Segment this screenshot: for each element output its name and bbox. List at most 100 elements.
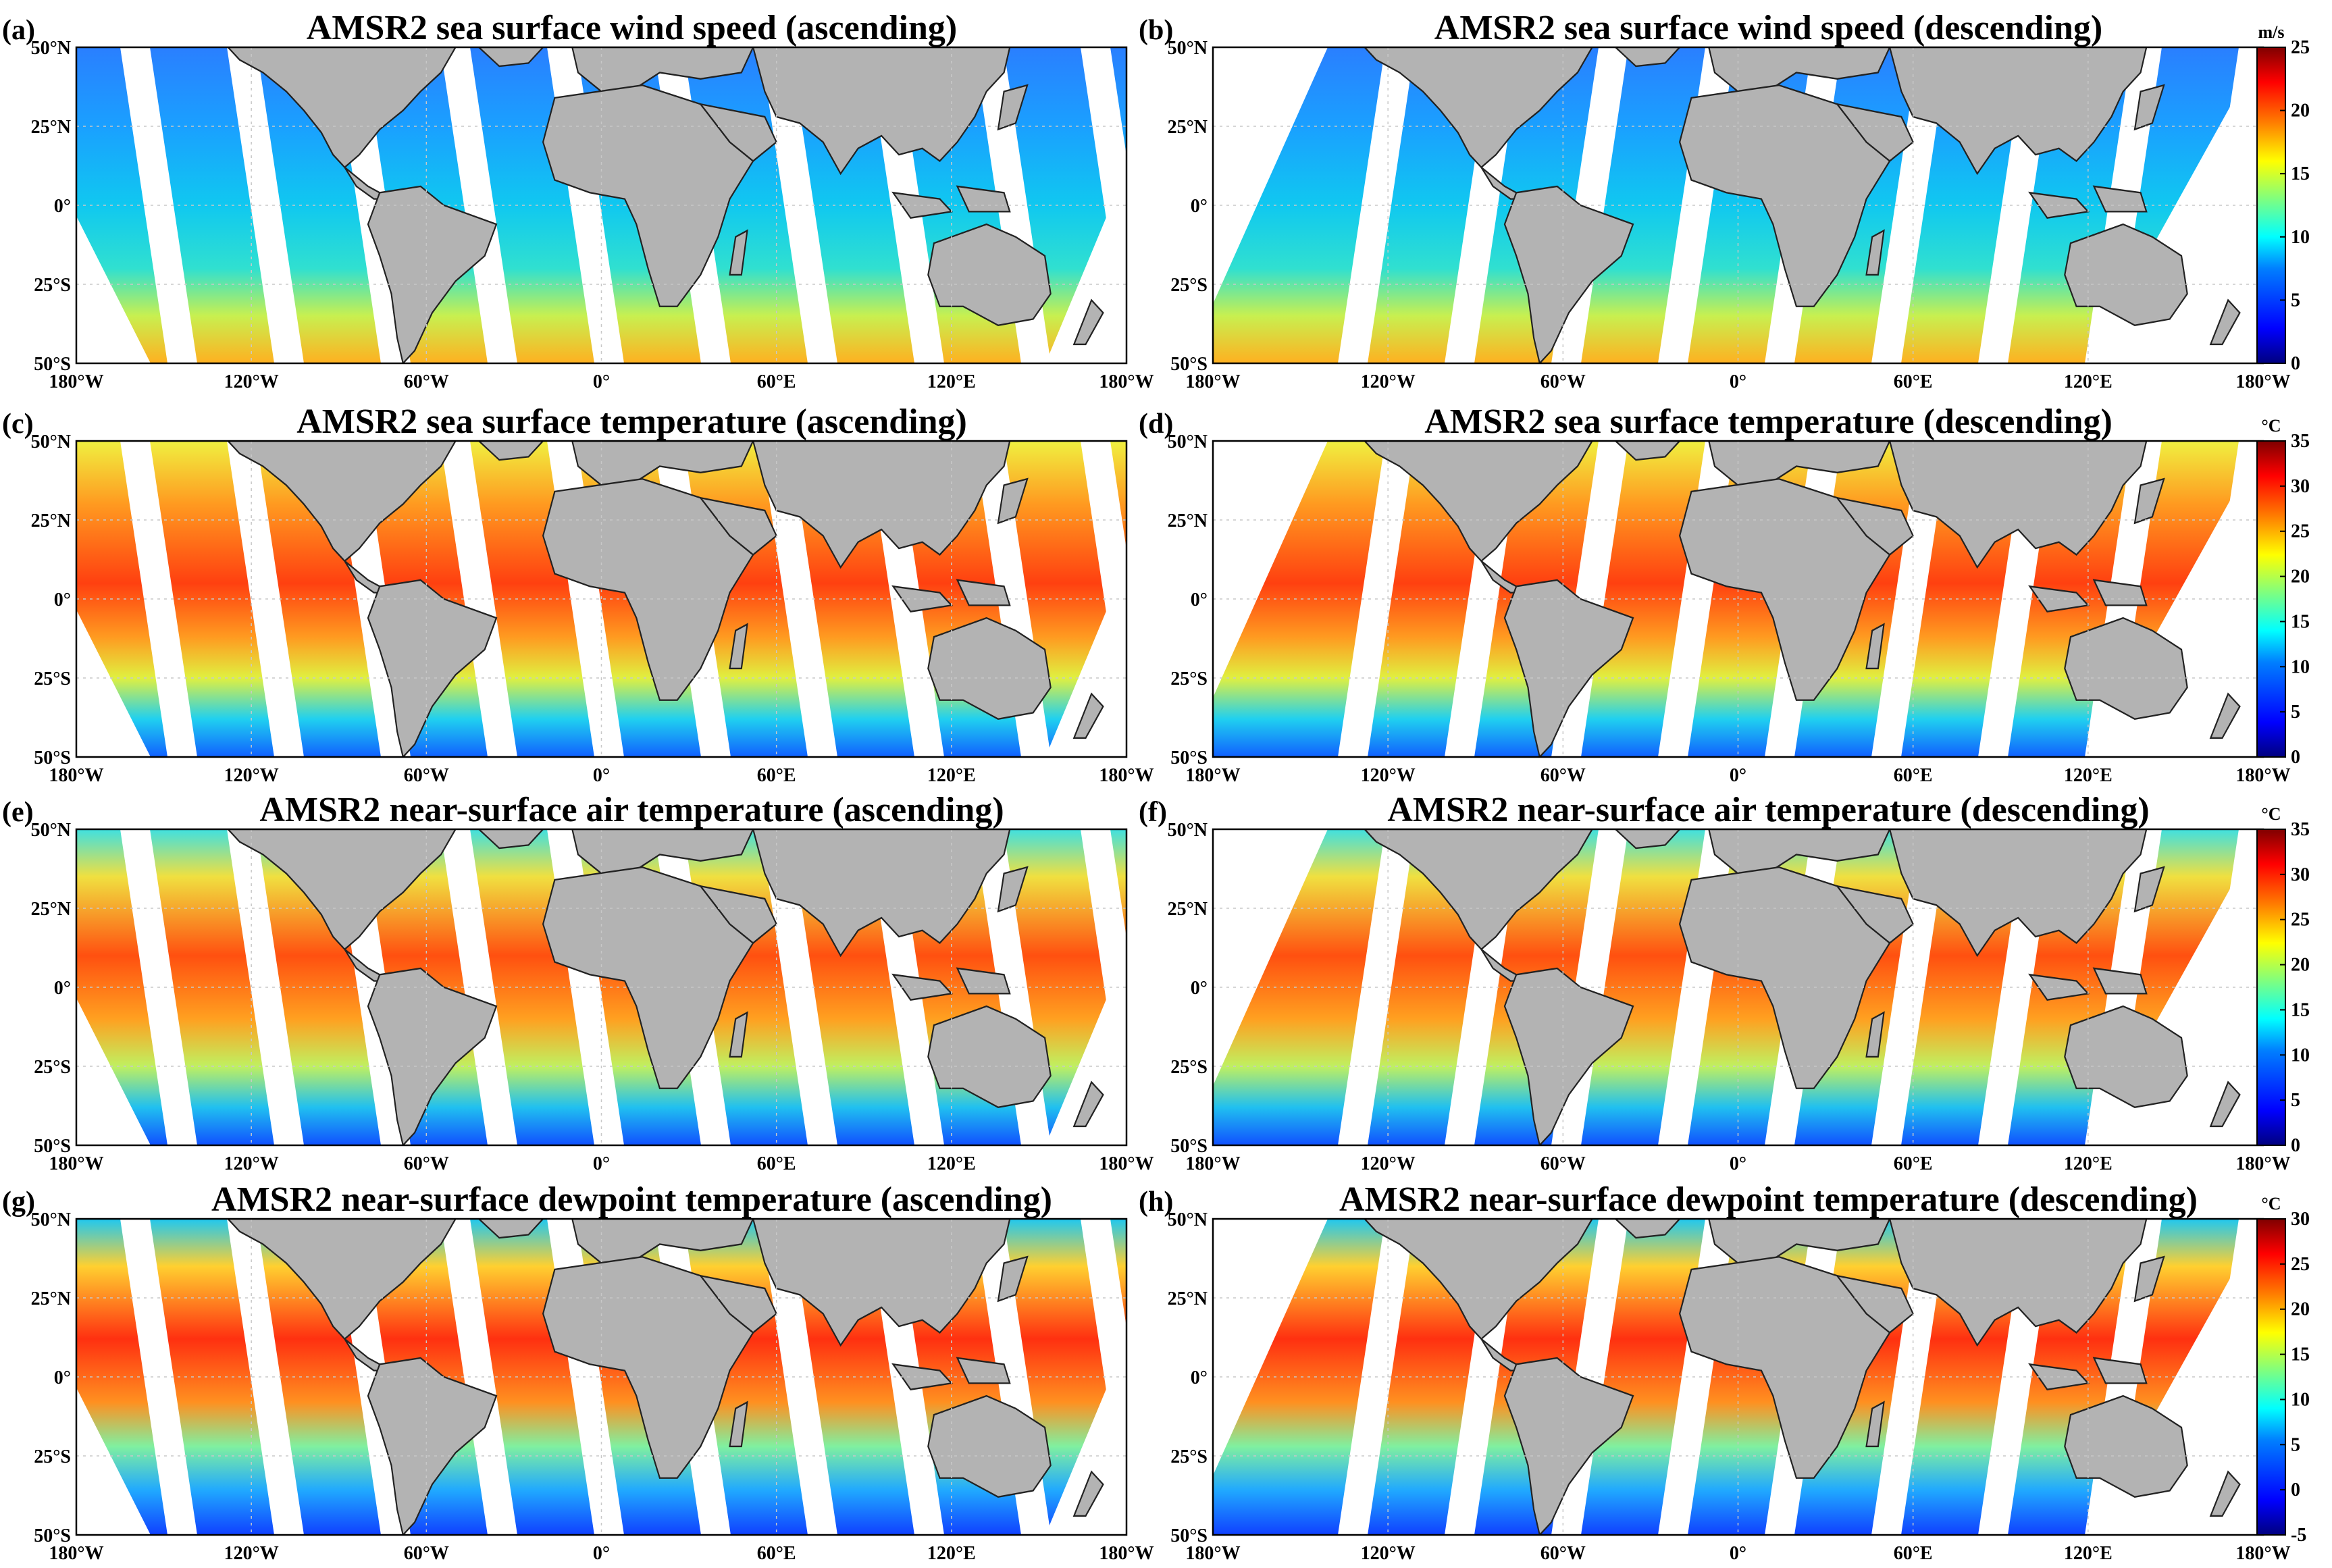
lon-tick-label: 60°W: [1540, 1543, 1586, 1564]
lon-tick-label: 180°W: [1099, 1543, 1154, 1564]
lon-tick-label: 60°W: [404, 1543, 449, 1564]
lon-tick-label: 180°W: [2235, 371, 2290, 392]
colorbar-tick-label: 25: [2291, 521, 2310, 542]
colorbar-tick-label: 0: [2291, 747, 2300, 768]
map-panel-g: (g) AMSR2 near-surface dewpoint temperatu…: [2, 1180, 1154, 1564]
colorbar-tick-label: 0: [2291, 1480, 2300, 1500]
colorbar-ramp: [2256, 440, 2286, 758]
lat-tick-label: 50°N: [1168, 38, 1208, 59]
lat-tick-label: 50°N: [31, 38, 71, 59]
panel-title: AMSR2 sea surface temperature (descendin…: [1424, 402, 2113, 441]
lat-tick-label: 0°: [54, 196, 71, 217]
lon-tick-label: 120°W: [1361, 371, 1416, 392]
panel-title: AMSR2 sea surface wind speed (descending…: [1434, 9, 2102, 47]
lat-tick-label: 25°S: [1170, 275, 1208, 296]
map-frame: [75, 828, 1128, 1147]
map-frame: [75, 46, 1128, 365]
lat-tick-label: 50°S: [34, 1136, 71, 1157]
panel-label: (e): [2, 797, 34, 828]
no-data-region: [1045, 1340, 1126, 1535]
lon-tick-label: 120°E: [2064, 1543, 2113, 1564]
lat-tick-label: 25°N: [31, 117, 71, 138]
lat-tick-label: 0°: [1191, 978, 1208, 999]
lat-tick-label: 50°N: [31, 1209, 71, 1230]
colorbar-tick-label: 25: [2291, 1254, 2310, 1275]
colorbar-unit: m/s: [2258, 22, 2285, 42]
lat-tick-label: 50°S: [1170, 748, 1208, 768]
lat-tick-label: 0°: [54, 978, 71, 999]
colorbar-tick-label: 5: [2291, 702, 2300, 723]
lon-tick-label: 60°W: [1540, 371, 1586, 392]
colorbar-tick-label: 15: [2291, 163, 2310, 184]
colorbar-tick-label: 25: [2291, 910, 2310, 931]
panel-title: AMSR2 near-surface air temperature (asce…: [259, 791, 1004, 829]
lat-tick-label: 0°: [1191, 196, 1208, 217]
lon-tick-label: 120°E: [927, 765, 976, 786]
lon-tick-label: 180°W: [1099, 371, 1154, 392]
colorbar-tick-label: 15: [2291, 611, 2310, 632]
colorbar-tick-label: 0: [2291, 1135, 2300, 1156]
lon-tick-label: 60°E: [757, 1543, 796, 1564]
lon-tick-label: 0°: [593, 1543, 610, 1564]
map-panel-c: (c) AMSR2 sea surface temperature (ascend…: [2, 402, 1154, 786]
lon-tick-label: 180°W: [49, 1543, 103, 1564]
lat-tick-label: 50°N: [1168, 432, 1208, 452]
lon-tick-label: 60°W: [404, 765, 449, 786]
lat-tick-label: 50°N: [1168, 1209, 1208, 1230]
lon-tick-label: 120°E: [2064, 371, 2113, 392]
lon-tick-label: 0°: [1730, 371, 1746, 392]
panel-label: (b): [1139, 15, 1173, 46]
map-frame: [75, 440, 1128, 758]
colorbar-row-2: °C 0 5 10 15 20 25 30 35: [2256, 416, 2310, 768]
map-panel-h: (h) AMSR2 near-surface dewpoint temperatu…: [1139, 1180, 2291, 1564]
lat-tick-label: 50°S: [1170, 1136, 1208, 1157]
lat-tick-label: 50°N: [31, 820, 71, 841]
lon-tick-label: 120°E: [927, 371, 976, 392]
map-panel-b: (b) AMSR2 sea surface wind speed (descend…: [1139, 9, 2291, 392]
lat-tick-label: 25°N: [31, 1288, 71, 1309]
lon-tick-label: 120°W: [1361, 765, 1416, 786]
lon-tick-label: 120°W: [224, 1153, 279, 1174]
lon-tick-label: 0°: [593, 765, 610, 786]
lon-tick-label: 180°W: [2235, 765, 2290, 786]
colorbar-ramp: [2256, 829, 2286, 1146]
panel-label: (g): [2, 1186, 35, 1218]
colorbar-tick-label: 30: [2291, 1209, 2310, 1230]
no-data-region: [1213, 47, 1328, 304]
lon-tick-label: 180°W: [2235, 1153, 2290, 1174]
map-panel-f: (f) AMSR2 near-surface air temperature (d…: [1139, 791, 2291, 1174]
lat-tick-label: 25°S: [1170, 1446, 1208, 1467]
lon-tick-label: 60°E: [1894, 371, 1933, 392]
colorbar-row-1: m/s 0 5 10 15 20 25: [2256, 22, 2310, 374]
no-data-region: [1213, 829, 1328, 1086]
lon-tick-label: 120°E: [927, 1153, 976, 1174]
lon-tick-label: 180°W: [1185, 1153, 1240, 1174]
lat-tick-label: 25°N: [1168, 117, 1208, 138]
lat-tick-label: 25°N: [1168, 511, 1208, 531]
no-data-region: [76, 998, 151, 1145]
lon-tick-label: 120°W: [224, 371, 279, 392]
panel-label: (f): [1139, 797, 1167, 828]
lat-tick-label: 25°S: [34, 275, 71, 296]
swath-gap: [440, 829, 517, 1145]
no-data-region: [76, 1388, 151, 1535]
colorbar-tick-label: 15: [2291, 999, 2310, 1020]
lat-tick-label: 50°N: [31, 432, 71, 452]
lon-tick-label: 60°E: [757, 765, 796, 786]
lon-tick-label: 120°W: [1361, 1153, 1416, 1174]
lon-tick-label: 180°W: [1185, 371, 1240, 392]
colorbar-tick-label: -5: [2291, 1525, 2306, 1546]
colorbar-tick-label: 5: [2291, 1090, 2300, 1111]
lat-tick-label: 25°S: [34, 1446, 71, 1467]
lon-tick-label: 60°E: [757, 371, 796, 392]
colorbar-tick-label: 5: [2291, 290, 2300, 311]
map-frame: [75, 1218, 1128, 1536]
lon-tick-label: 0°: [1730, 1153, 1746, 1174]
lon-tick-label: 0°: [1730, 765, 1746, 786]
lat-tick-label: 25°N: [1168, 899, 1208, 920]
colorbar-tick-label: 15: [2291, 1344, 2310, 1365]
lon-tick-label: 180°W: [1185, 765, 1240, 786]
lon-tick-label: 60°E: [757, 1153, 796, 1174]
map-panel-d: (d) AMSR2 sea surface temperature (descen…: [1139, 402, 2291, 786]
